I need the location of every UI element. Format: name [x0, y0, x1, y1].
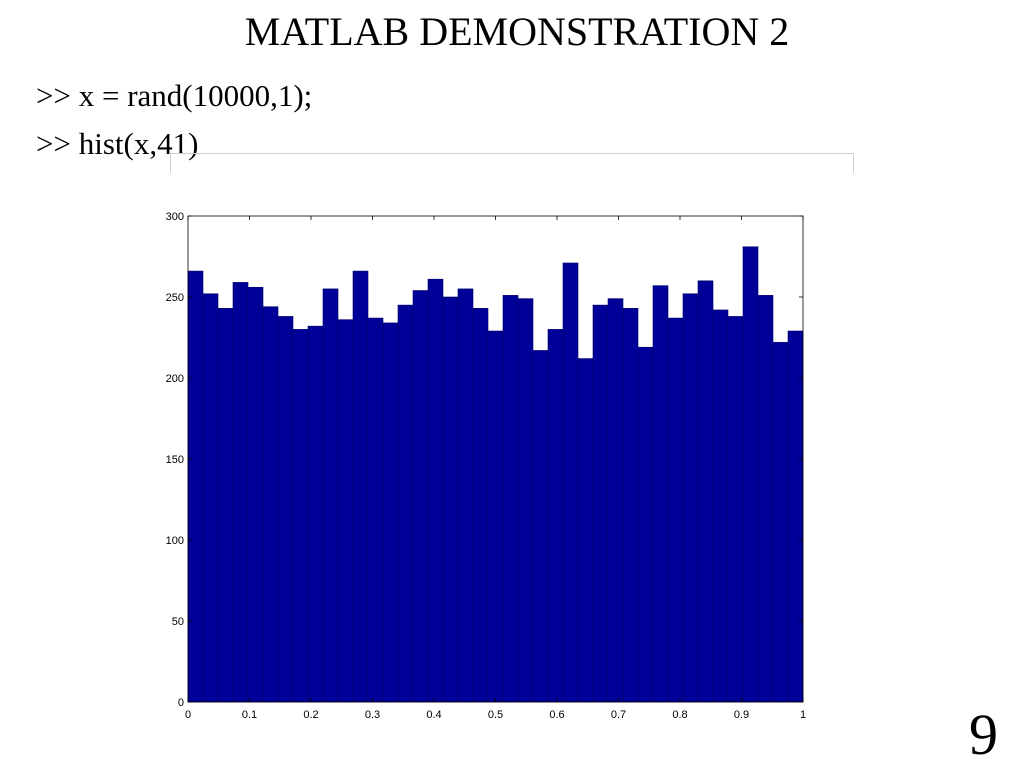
y-tick-label: 200 — [166, 373, 184, 385]
y-tick-label: 250 — [166, 292, 184, 304]
figure-frame-right — [853, 153, 854, 173]
histogram-bar — [652, 285, 669, 703]
x-tick-label: 1 — [800, 709, 806, 721]
histogram-bar — [382, 322, 399, 703]
figure-frame-top — [170, 153, 854, 154]
histogram-bar — [292, 329, 309, 703]
histogram-bar — [637, 346, 654, 703]
y-tick-label: 0 — [178, 697, 184, 709]
histogram-bar — [772, 342, 789, 703]
histogram-bar — [442, 296, 459, 703]
histogram-bar — [457, 288, 474, 703]
histogram-bar — [547, 329, 564, 703]
y-tick-label: 50 — [172, 616, 184, 628]
histogram-bar — [607, 298, 624, 703]
histogram-bar — [577, 358, 594, 703]
histogram-bar — [592, 304, 609, 703]
histogram-bar — [712, 309, 729, 703]
code-line-rand: >> x = rand(10000,1); — [36, 78, 313, 113]
x-tick-label: 0.7 — [611, 709, 626, 721]
histogram-bar — [337, 319, 354, 703]
x-tick-label: 0.9 — [734, 709, 749, 721]
histogram-bar — [502, 295, 519, 703]
histogram-bar — [427, 278, 444, 703]
histogram-bar — [352, 270, 369, 703]
histogram-bar — [217, 308, 234, 703]
figure-frame-left — [170, 153, 171, 173]
x-tick-label: 0.6 — [549, 709, 564, 721]
histogram-bar — [322, 288, 339, 703]
code-line-hist: >> hist(x,41) — [36, 126, 199, 161]
histogram-bar — [487, 330, 504, 703]
slide-title: MATLAB DEMONSTRATION 2 — [244, 9, 790, 54]
histogram-bar — [697, 280, 714, 703]
x-tick-label: 0.2 — [303, 709, 318, 721]
histogram-bar — [742, 246, 759, 703]
y-tick-label: 150 — [166, 454, 184, 466]
histogram-bar — [307, 325, 324, 703]
y-tick-label: 300 — [166, 211, 184, 223]
histogram-bar — [562, 262, 579, 703]
page-number: 9 — [969, 702, 998, 767]
histogram-bar — [667, 317, 684, 703]
x-tick-label: 0.3 — [365, 709, 380, 721]
histogram-bar — [682, 293, 699, 703]
histogram-bar — [232, 282, 249, 703]
x-tick-label: 0.5 — [488, 709, 503, 721]
histogram-bar — [787, 330, 804, 703]
x-tick-label: 0 — [185, 709, 191, 721]
histogram-bar — [367, 317, 384, 703]
x-tick-label: 0.8 — [672, 709, 687, 721]
histogram-bar — [247, 286, 264, 703]
x-tick-label: 0.4 — [426, 709, 441, 721]
histogram-bar — [277, 316, 294, 703]
histogram-bar — [727, 316, 744, 703]
y-tick-label: 100 — [166, 535, 184, 547]
histogram-bar — [397, 304, 414, 703]
histogram-bar — [757, 295, 774, 703]
x-tick-label: 0.1 — [242, 709, 257, 721]
histogram-bar — [472, 308, 489, 703]
histogram-bar — [622, 308, 639, 703]
histogram-bar — [532, 350, 549, 703]
histogram-bar — [517, 298, 534, 703]
histogram-bar — [187, 270, 204, 703]
histogram-bar — [202, 293, 219, 703]
histogram-bar — [412, 290, 429, 703]
histogram-bar — [262, 306, 279, 703]
